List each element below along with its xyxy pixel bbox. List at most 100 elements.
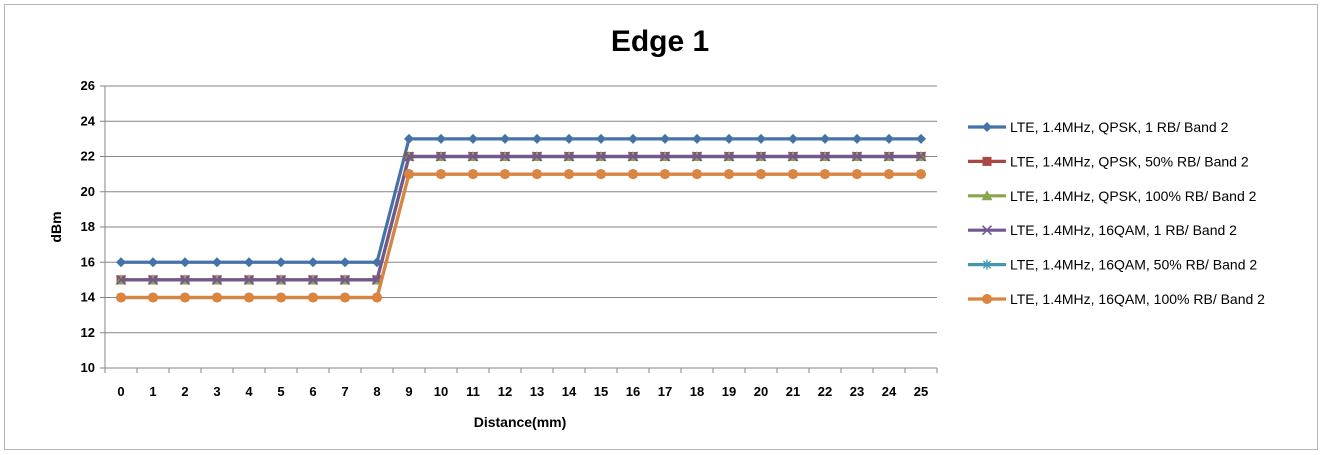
y-tick-label: 18	[81, 219, 95, 234]
series-3	[115, 151, 927, 285]
data-point	[819, 151, 831, 162]
data-point	[404, 133, 414, 144]
x-tick-label: 21	[786, 384, 800, 399]
data-point	[308, 257, 318, 268]
data-point	[884, 169, 894, 180]
y-tick-label: 14	[81, 290, 96, 305]
data-point	[916, 133, 926, 144]
data-point	[180, 257, 190, 268]
series-line	[121, 154, 921, 282]
data-point	[884, 133, 894, 144]
triangle-marker	[981, 190, 993, 201]
data-point	[595, 151, 607, 162]
data-point	[467, 151, 479, 162]
y-tick-label: 20	[81, 184, 95, 199]
data-point	[596, 133, 606, 144]
x-tick-label: 25	[914, 384, 928, 399]
data-point	[500, 169, 510, 180]
y-axis-label: dBm	[48, 211, 64, 242]
x-tick-label: 19	[722, 384, 736, 399]
data-point	[308, 292, 318, 303]
x-tick-label: 17	[658, 384, 672, 399]
data-point	[148, 292, 158, 303]
data-point	[787, 151, 799, 162]
data-point	[724, 133, 734, 144]
data-point	[628, 133, 638, 144]
data-point	[691, 151, 703, 162]
data-point	[115, 274, 127, 285]
y-tick-label: 16	[81, 254, 95, 269]
x-tick-label: 6	[309, 384, 316, 399]
x-tick-label: 5	[277, 384, 284, 399]
series-6	[116, 169, 926, 303]
data-point	[692, 133, 702, 144]
legend-entry: LTE, 1.4MHz, 16QAM, 1 RB/ Band 2	[968, 222, 1237, 238]
data-point	[756, 169, 766, 180]
data-point	[116, 292, 126, 303]
data-point	[212, 257, 222, 268]
legend-entry: LTE, 1.4MHz, QPSK, 50% RB/ Band 2	[968, 153, 1249, 169]
gridlines	[105, 85, 937, 334]
data-point	[435, 151, 447, 162]
square-marker	[982, 156, 992, 166]
data-point	[851, 151, 863, 162]
x-tick-label: 18	[690, 384, 704, 399]
data-point	[659, 151, 671, 162]
x-tick-label: 2	[181, 384, 188, 399]
x-tick-label: 12	[498, 384, 512, 399]
data-point	[755, 151, 767, 162]
data-point	[500, 133, 510, 144]
x-tick-label: 13	[530, 384, 544, 399]
data-point	[628, 169, 638, 180]
data-point	[915, 151, 927, 162]
data-point	[916, 169, 926, 180]
y-tick-label: 10	[81, 360, 95, 375]
x-tick-label: 15	[594, 384, 608, 399]
legend-entry: LTE, 1.4MHz, QPSK, 100% RB/ Band 2	[968, 188, 1257, 204]
x-tick-label: 9	[405, 384, 412, 399]
data-point	[883, 151, 895, 162]
data-point	[116, 257, 126, 268]
x-tick-label: 4	[245, 384, 253, 399]
data-point	[307, 274, 319, 285]
series-2	[116, 152, 926, 285]
data-point	[147, 274, 159, 285]
data-point	[724, 169, 734, 180]
data-point	[596, 169, 606, 180]
data-point	[627, 151, 639, 162]
data-point	[788, 133, 798, 144]
data-point	[436, 169, 446, 180]
circle-marker	[982, 294, 992, 304]
chart-title: Edge 1	[611, 25, 709, 58]
series-5	[116, 169, 926, 303]
data-point	[852, 133, 862, 144]
data-point	[756, 133, 766, 144]
x-tick-label: 20	[754, 384, 768, 399]
legend-entry: LTE, 1.4MHz, 16QAM, 100% RB/ Band 2	[968, 291, 1265, 307]
series-line	[121, 172, 921, 300]
x-tick-label: 23	[850, 384, 864, 399]
data-point	[244, 292, 254, 303]
legend-entry: LTE, 1.4MHz, 16QAM, 50% RB/ Band 2	[968, 257, 1257, 273]
data-point	[531, 151, 543, 162]
data-point	[179, 274, 191, 285]
data-point	[339, 274, 351, 285]
data-point	[852, 169, 862, 180]
data-point	[276, 292, 286, 303]
data-point	[276, 257, 286, 268]
series-1	[116, 133, 926, 268]
y-tick-label: 12	[81, 325, 95, 340]
series-4	[115, 151, 927, 285]
series-line	[121, 137, 921, 264]
data-point	[468, 133, 478, 144]
data-point	[532, 169, 542, 180]
x-axis-label: Distance(mm)	[474, 414, 567, 430]
data-point	[468, 169, 478, 180]
data-point	[404, 169, 414, 180]
x-tick-label: 14	[562, 384, 577, 399]
data-point	[723, 151, 735, 162]
legend-label: LTE, 1.4MHz, 16QAM, 100% RB/ Band 2	[1010, 291, 1265, 307]
x-tick-label: 3	[213, 384, 220, 399]
x-tick-label: 11	[466, 384, 480, 399]
